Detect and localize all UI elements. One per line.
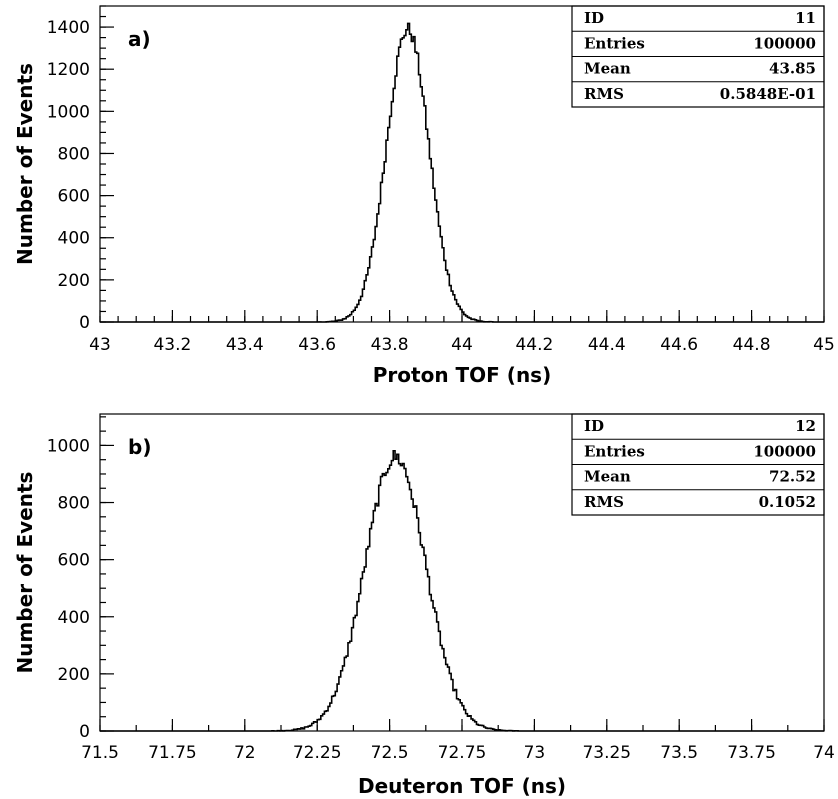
stats-value: 0.1052 <box>759 493 816 511</box>
x-tick-label: 44 <box>451 335 473 355</box>
x-tick-label: 43.8 <box>371 335 409 355</box>
x-tick-label: 71.5 <box>81 743 119 763</box>
y-tick-label: 1200 <box>47 60 90 80</box>
x-tick-label: 72.25 <box>293 743 342 763</box>
x-tick-label: 73.75 <box>727 743 776 763</box>
y-tick-label: 1400 <box>47 18 90 38</box>
y-tick-label: 600 <box>58 551 90 571</box>
stats-label: ID <box>584 417 604 435</box>
stats-value: 11 <box>795 9 816 27</box>
y-tick-label: 0 <box>79 722 90 742</box>
x-tick-label: 44.8 <box>733 335 771 355</box>
x-tick-label: 72 <box>234 743 256 763</box>
plot-frame <box>99 413 825 732</box>
panel-label: a) <box>128 27 151 51</box>
stats-value: 43.85 <box>769 60 816 78</box>
x-tick-label: 45 <box>813 335 835 355</box>
x-tick-label: 43 <box>89 335 111 355</box>
y-axis-title: Number of Events <box>13 472 37 674</box>
y-tick-label: 400 <box>58 229 90 249</box>
x-tick-label: 44.6 <box>660 335 698 355</box>
stats-value: 12 <box>795 417 816 435</box>
x-axis-title: Deuteron TOF (ns) <box>358 774 566 798</box>
histogram-series <box>100 22 824 323</box>
x-tick-label: 72.75 <box>438 743 487 763</box>
y-axis-title: Number of Events <box>13 63 37 265</box>
stats-label: Mean <box>584 468 631 486</box>
stats-value: 100000 <box>753 442 816 460</box>
y-tick-label: 1000 <box>47 436 90 456</box>
stats-label: RMS <box>584 85 624 103</box>
x-tick-label: 73 <box>524 743 546 763</box>
stats-value: 72.52 <box>769 468 816 486</box>
x-tick-label: 73.25 <box>582 743 631 763</box>
stats-label: ID <box>584 9 604 27</box>
y-tick-label: 200 <box>58 665 90 685</box>
stats-box: ID 11 Entries 100000 Mean 43.85 RMS 0.5848E-01 <box>571 5 825 108</box>
x-axis-title: Proton TOF (ns) <box>373 363 551 387</box>
x-tick-label: 43.6 <box>298 335 336 355</box>
stats-value: 0.5848E-01 <box>720 85 816 103</box>
x-tick-label: 44.4 <box>588 335 626 355</box>
panel-label: b) <box>128 435 151 459</box>
stats-box: ID 12 Entries 100000 Mean 72.52 RMS 0.1052 <box>571 413 825 516</box>
y-tick-label: 800 <box>58 494 90 514</box>
x-tick-label: 43.2 <box>153 335 191 355</box>
histogram-series <box>100 449 824 732</box>
y-tick-label: 0 <box>79 313 90 333</box>
stats-label: Mean <box>584 60 631 78</box>
y-tick-label: 200 <box>58 271 90 291</box>
x-tick-label: 74 <box>813 743 835 763</box>
stats-label: Entries <box>584 34 645 52</box>
stats-value: 100000 <box>753 34 816 52</box>
y-tick-label: 600 <box>58 187 90 207</box>
y-tick-label: 800 <box>58 144 90 164</box>
stats-label: RMS <box>584 493 624 511</box>
x-tick-label: 72.5 <box>371 743 409 763</box>
x-tick-label: 73.5 <box>660 743 698 763</box>
stats-label: Entries <box>584 442 645 460</box>
x-tick-label: 43.4 <box>226 335 264 355</box>
y-tick-label: 400 <box>58 608 90 628</box>
panel-a: 43 43.2 43.4 43.6 43.8 44 44.2 44.4 44.6 44.8 45 0 2… <box>13 5 835 387</box>
x-tick-label: 71.75 <box>148 743 197 763</box>
panel-b: 71.5 71.75 72 72.25 72.5 72.75 73 73.25 73.5 73.7… <box>13 413 835 798</box>
y-tick-label: 1000 <box>47 102 90 122</box>
x-tick-label: 44.2 <box>515 335 553 355</box>
plot-frame <box>99 5 825 323</box>
